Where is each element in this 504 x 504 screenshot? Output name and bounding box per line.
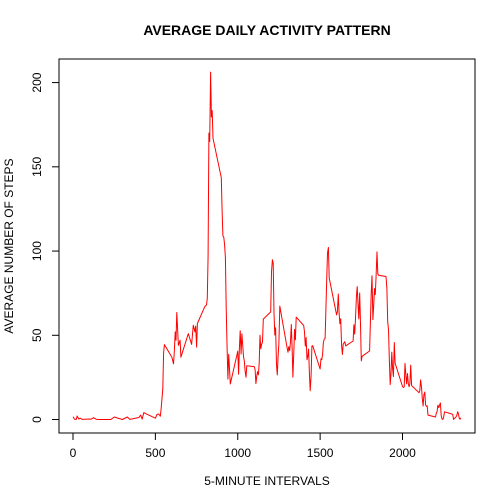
series-layer bbox=[72, 71, 462, 420]
y-tick-label: 100 bbox=[30, 241, 44, 261]
x-tick-label: 1000 bbox=[224, 446, 251, 460]
y-tick-label: 50 bbox=[30, 328, 44, 342]
x-tick-label: 500 bbox=[145, 446, 165, 460]
y-axis: 0 50 100 150 200 bbox=[30, 72, 59, 423]
chart-title: AVERAGE DAILY ACTIVITY PATTERN bbox=[143, 22, 390, 38]
y-tick-label: 150 bbox=[30, 156, 44, 176]
x-tick-label: 1500 bbox=[307, 446, 334, 460]
y-axis-label: AVERAGE NUMBER OF STEPS bbox=[2, 158, 16, 333]
plot-frame bbox=[58, 58, 476, 434]
x-axis: 0 500 1000 1500 2000 bbox=[70, 433, 416, 460]
x-tick-label: 0 bbox=[70, 446, 77, 460]
x-axis-label: 5-MINUTE INTERVALS bbox=[204, 474, 330, 488]
x-tick-label: 2000 bbox=[389, 446, 416, 460]
y-tick-label: 200 bbox=[30, 72, 44, 92]
y-tick-label: 0 bbox=[30, 416, 44, 423]
series-line bbox=[72, 71, 462, 420]
